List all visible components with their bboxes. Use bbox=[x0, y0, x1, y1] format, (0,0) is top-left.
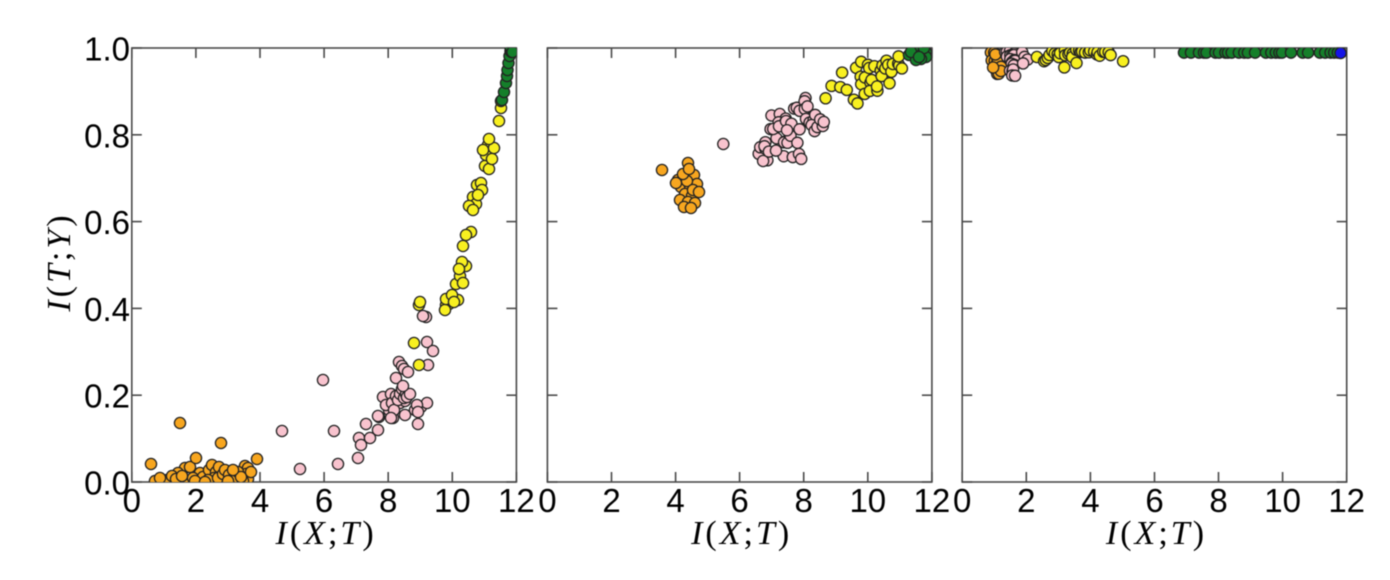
svg-text:12: 12 bbox=[1328, 482, 1365, 519]
svg-text:0: 0 bbox=[538, 482, 556, 519]
svg-text:2: 2 bbox=[187, 482, 205, 519]
svg-text:0: 0 bbox=[953, 482, 971, 519]
svg-text:0.2: 0.2 bbox=[84, 378, 130, 415]
svg-text:12: 12 bbox=[914, 482, 951, 519]
svg-text:6: 6 bbox=[315, 482, 333, 519]
svg-text:10: 10 bbox=[849, 482, 886, 519]
svg-text:1.0: 1.0 bbox=[84, 31, 130, 68]
svg-text:8: 8 bbox=[1209, 482, 1227, 519]
svg-text:I(T;Y): I(T;Y) bbox=[41, 212, 78, 312]
svg-text:0: 0 bbox=[123, 482, 141, 519]
svg-text:I(X;T): I(X;T) bbox=[1105, 515, 1207, 552]
svg-text:10: 10 bbox=[434, 482, 471, 519]
svg-text:2: 2 bbox=[602, 482, 620, 519]
svg-text:0.0: 0.0 bbox=[84, 465, 130, 502]
svg-text:4: 4 bbox=[251, 482, 269, 519]
svg-text:I(X;T): I(X;T) bbox=[690, 515, 792, 552]
svg-text:0.8: 0.8 bbox=[84, 117, 130, 154]
svg-text:6: 6 bbox=[730, 482, 748, 519]
svg-text:12: 12 bbox=[498, 482, 535, 519]
svg-text:8: 8 bbox=[795, 482, 813, 519]
svg-text:4: 4 bbox=[1081, 482, 1099, 519]
svg-text:I(X;T): I(X;T) bbox=[275, 515, 377, 552]
svg-text:4: 4 bbox=[666, 482, 684, 519]
svg-text:2: 2 bbox=[1017, 482, 1035, 519]
svg-text:10: 10 bbox=[1264, 482, 1301, 519]
svg-text:0.6: 0.6 bbox=[84, 204, 130, 241]
svg-text:6: 6 bbox=[1145, 482, 1163, 519]
svg-text:0.4: 0.4 bbox=[84, 291, 130, 328]
svg-text:8: 8 bbox=[379, 482, 397, 519]
